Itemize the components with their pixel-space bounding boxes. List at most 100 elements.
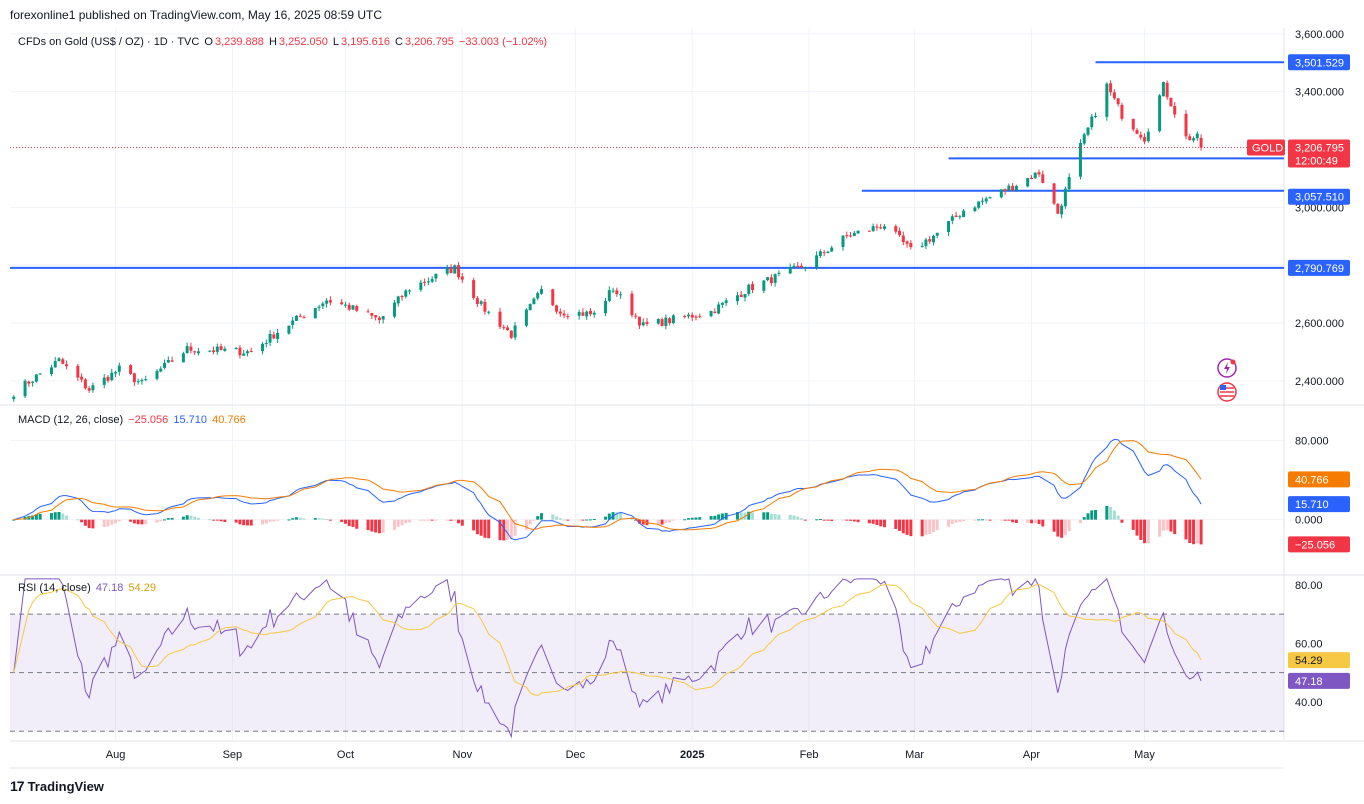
macd-hist-bar — [867, 519, 871, 524]
macd-hist-bar — [668, 519, 672, 523]
candle-body — [630, 293, 634, 316]
candle-body — [717, 304, 721, 314]
macd-hist-bar — [1188, 519, 1192, 544]
rsi-tick-label: 40.00 — [1295, 697, 1323, 709]
candle-body — [724, 300, 728, 304]
candle-body — [585, 311, 589, 317]
candle-body — [57, 358, 61, 362]
candle-body — [1139, 134, 1143, 138]
tradingview-logo-icon: 17 — [10, 778, 25, 794]
macd-hist-bar — [140, 519, 144, 525]
candle-body — [449, 267, 453, 274]
macd-hist-bar — [163, 519, 167, 521]
macd-hist-bar — [1086, 513, 1090, 520]
macd-hist-bar — [325, 518, 329, 520]
candle-body — [219, 346, 223, 351]
candle-body — [242, 353, 246, 356]
macd-hist-bar — [769, 513, 773, 520]
candle-body — [739, 294, 743, 297]
rsi-ma-tag-bg — [1288, 652, 1350, 669]
price-tick-label: 2,400.000 — [1295, 376, 1344, 388]
candle-body — [898, 230, 902, 236]
candle-body — [298, 315, 302, 317]
macd-hist-tag: −25.056 — [1295, 539, 1335, 551]
macd-hist-bar — [577, 519, 581, 521]
macd-hist-bar — [400, 519, 404, 526]
candle-body — [539, 288, 543, 294]
candle-body — [302, 317, 306, 319]
macd-hist-bar — [294, 517, 298, 520]
macd-hist-bar — [751, 512, 755, 520]
macd-hist-bar — [377, 519, 381, 534]
lightning-glyph — [1224, 362, 1230, 374]
macd-hist-bar — [1029, 519, 1033, 524]
macd-hist-bar — [1090, 510, 1094, 520]
macd-hist-bar — [472, 519, 476, 531]
symbol-tag: GOLD — [1252, 143, 1283, 155]
macd-hist-bar — [1158, 519, 1162, 537]
macd-hist-bar — [1192, 519, 1196, 545]
candle-body — [656, 319, 660, 324]
candle-body — [355, 306, 359, 311]
candle-body — [212, 350, 216, 353]
horizontal-levels[interactable] — [10, 61, 1284, 269]
macd-hist-bar — [920, 519, 924, 537]
rsi-lines — [13, 577, 1202, 739]
candle-body — [909, 243, 913, 248]
candle-body — [487, 311, 491, 313]
macd-hist-bar — [905, 519, 909, 535]
candle-body — [743, 294, 747, 298]
candle-body — [947, 221, 951, 233]
candle-body — [1052, 183, 1056, 204]
macd-hist-bar — [562, 519, 566, 521]
candle-body — [1082, 134, 1086, 144]
macd-tick-label: 80.000 — [1295, 436, 1329, 448]
macd-hist-bar — [607, 513, 611, 520]
candle-body — [460, 276, 464, 280]
candle-body — [532, 298, 536, 305]
candle-body — [264, 343, 268, 345]
candle-body — [340, 302, 344, 305]
level-label: 3,057.510 — [1295, 192, 1344, 204]
candle-body — [1067, 177, 1071, 190]
macd-hist-bar — [132, 519, 136, 524]
macd-signal-tag-bg — [1288, 471, 1350, 488]
last-price-bg — [1288, 139, 1350, 168]
price-tick-label: 3,600.000 — [1295, 29, 1344, 41]
candle-body — [558, 311, 562, 314]
macd-hist-bar — [686, 518, 690, 520]
candle-body — [1041, 174, 1045, 184]
symbol-tag-bg — [1247, 139, 1285, 156]
macd-hist-bar — [739, 512, 743, 520]
macd-hist-bar — [430, 519, 434, 521]
macd-hist-bar — [53, 512, 57, 520]
candle-body — [502, 327, 506, 329]
candle-body — [581, 312, 585, 316]
time-tick-label: Aug — [106, 749, 126, 761]
macd-hist-bar — [506, 519, 510, 540]
candle-body — [683, 316, 687, 318]
macd-hist-bar — [1041, 519, 1045, 527]
candle-body — [321, 303, 325, 307]
macd-hist-bar — [973, 519, 977, 521]
candle-body — [102, 377, 106, 385]
candle-body — [777, 272, 781, 274]
rsi-tag: 47.18 — [1295, 676, 1323, 688]
macd-line — [13, 438, 1202, 541]
candle-body — [159, 368, 163, 372]
high-label: H — [268, 36, 277, 48]
candle-body — [408, 290, 412, 292]
candle-body — [690, 314, 694, 318]
change-value: −33.003 (−1.02%) — [458, 36, 548, 48]
side-icons[interactable] — [1217, 358, 1237, 402]
macd-hist-bar — [1026, 519, 1030, 523]
macd-hist-bar — [796, 516, 800, 520]
macd-hist-tag-bg — [1288, 536, 1350, 553]
macd-hist-bar — [287, 519, 291, 521]
tradingview-footer[interactable]: 17 TradingView — [10, 778, 104, 794]
candle-body — [1120, 104, 1124, 119]
candle-body — [181, 353, 185, 363]
candle-body — [977, 201, 981, 208]
candle-body — [80, 376, 84, 380]
